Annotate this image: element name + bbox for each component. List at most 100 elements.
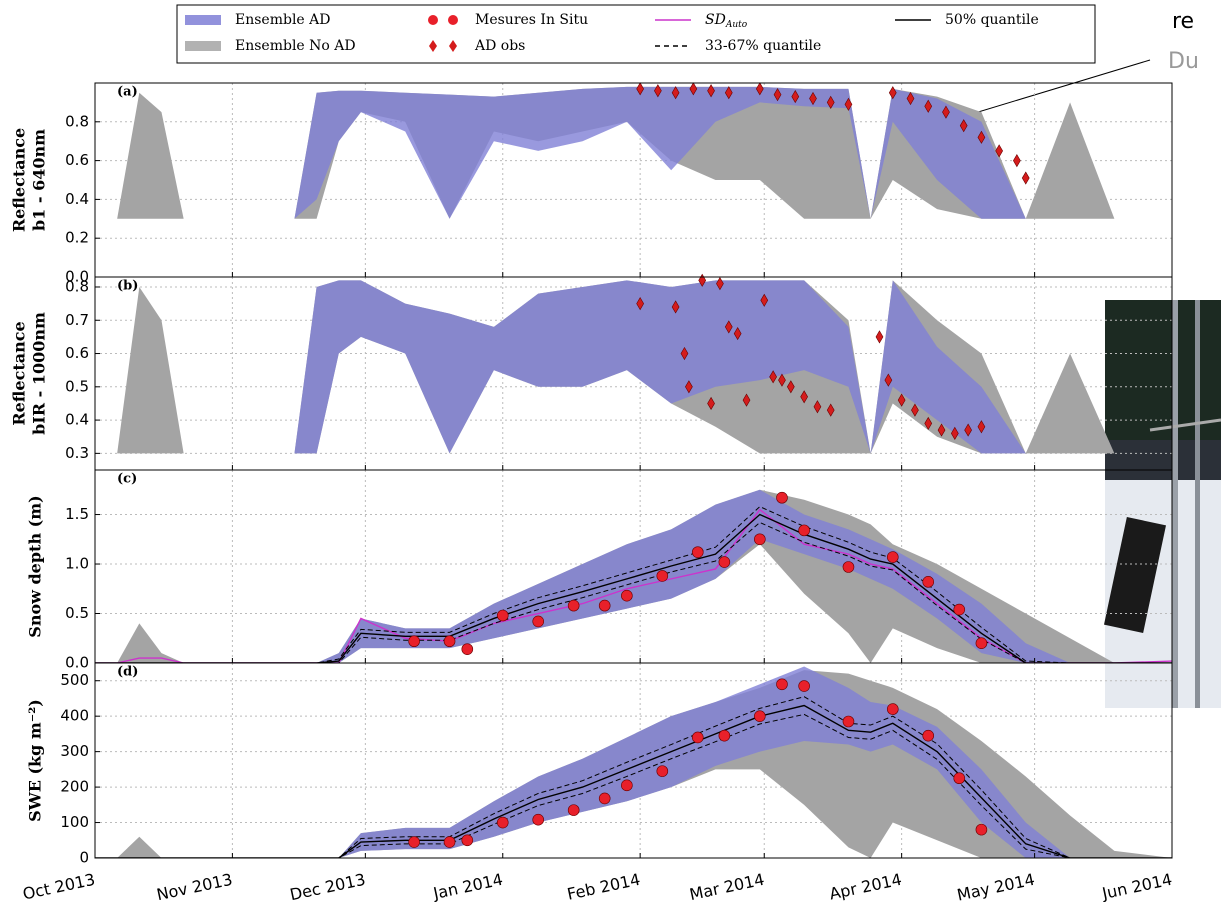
obs-marker <box>1013 155 1020 167</box>
obs-marker <box>976 638 987 649</box>
photo <box>1104 300 1221 708</box>
obs-marker <box>719 557 730 568</box>
y-tick-label: 100 <box>60 813 89 831</box>
obs-marker <box>657 570 668 581</box>
legend-marker <box>448 15 458 25</box>
legend-marker <box>428 15 438 25</box>
obs-marker <box>621 780 632 791</box>
x-tick-label: May 2014 <box>955 870 1036 902</box>
y-tick-label: 0.4 <box>65 190 89 208</box>
figure: re Du Ensemble AD Ensemble No AD Mesures I… <box>0 0 1221 902</box>
y-tick-label: 0.6 <box>65 344 89 362</box>
x-tick-label: Nov 2013 <box>155 870 234 902</box>
y-axis-label: SWE (kg m⁻²) <box>26 699 45 822</box>
y-tick-label: 0.6 <box>65 151 89 169</box>
plot-area <box>95 663 1172 858</box>
obs-marker <box>692 732 703 743</box>
y-tick-label: 0.5 <box>65 604 89 622</box>
legend-patch <box>185 41 221 51</box>
obs-marker <box>568 805 579 816</box>
plot-area <box>95 470 1172 663</box>
legend-label: 33-67% quantile <box>705 38 821 54</box>
legend: Ensemble AD Ensemble No AD Mesures In Situ… <box>177 5 1095 63</box>
obs-marker <box>533 616 544 627</box>
y-tick-label: 400 <box>60 707 89 725</box>
y-tick-label: 500 <box>60 671 89 689</box>
obs-marker <box>1022 172 1029 184</box>
y-tick-label: 0.5 <box>65 377 89 395</box>
obs-marker <box>497 817 508 828</box>
obs-marker <box>657 766 668 777</box>
obs-marker <box>843 561 854 572</box>
obs-marker <box>954 604 965 615</box>
legend-label-sub: Auto <box>725 20 748 30</box>
obs-marker <box>799 681 810 692</box>
y-tick-label: 0.2 <box>65 229 89 247</box>
legend-label-main: SD <box>705 12 726 28</box>
obs-marker <box>462 835 473 846</box>
legend-label: Mesures In Situ <box>475 12 588 28</box>
legend-label: Ensemble No AD <box>235 38 356 54</box>
obs-marker <box>799 525 810 536</box>
obs-marker <box>444 837 455 848</box>
obs-marker <box>409 636 420 647</box>
plot-area <box>95 277 1172 470</box>
obs-marker <box>444 636 455 647</box>
obs-marker <box>599 793 610 804</box>
panel-label: (b) <box>117 279 138 294</box>
obs-marker <box>719 730 730 741</box>
y-tick-label: 0.7 <box>65 311 89 329</box>
obs-marker <box>843 716 854 727</box>
panel-label: (a) <box>117 85 138 100</box>
panel: 0.00.51.01.5(c)Snow depth (m) <box>26 470 1173 672</box>
y-tick-label: 200 <box>60 778 89 796</box>
x-tick-label: Jun 2014 <box>1100 870 1174 902</box>
y-tick-label: 0.3 <box>65 444 89 462</box>
obs-marker <box>923 576 934 587</box>
x-tick-label: Dec 2013 <box>288 870 367 902</box>
obs-marker <box>887 704 898 715</box>
slide-text: Du <box>1168 49 1199 74</box>
x-tick-label: Feb 2014 <box>565 870 641 902</box>
obs-marker <box>754 711 765 722</box>
y-tick-label: 0.8 <box>65 277 89 295</box>
obs-marker <box>692 547 703 558</box>
obs-marker <box>621 590 632 601</box>
y-axis-label: Reflectance <box>10 321 29 425</box>
x-tick-label: Apr 2014 <box>828 870 904 902</box>
obs-marker <box>776 679 787 690</box>
plot-area <box>95 83 1172 277</box>
y-axis-label: bIR - 1000nm <box>30 312 49 435</box>
page: re Du Ensemble AD Ensemble No AD Mesures I… <box>0 0 1221 902</box>
legend-patch <box>185 15 221 25</box>
obs-marker <box>887 552 898 563</box>
panel: 0 100 200 300 400 500 Oct 2013 Nov 2013 Dec 2013… <box>21 663 1174 902</box>
y-tick-label: 0.0 <box>65 654 89 672</box>
obs-marker <box>533 814 544 825</box>
obs-marker <box>599 600 610 611</box>
x-tick-label: Oct 2013 <box>21 870 97 902</box>
y-tick-label: 0.8 <box>65 112 89 130</box>
y-axis-label: Reflectance <box>10 128 29 232</box>
legend-label: Ensemble AD <box>235 12 331 28</box>
legend-label: 50% quantile <box>945 12 1039 28</box>
obs-marker <box>954 773 965 784</box>
y-tick-label: 0.4 <box>65 411 89 429</box>
slide-text: re <box>1172 9 1194 34</box>
obs-marker <box>776 492 787 503</box>
obs-marker <box>409 837 420 848</box>
obs-marker <box>462 644 473 655</box>
obs-marker <box>976 824 987 835</box>
panel-label: (c) <box>117 472 137 487</box>
obs-marker <box>497 610 508 621</box>
panel-label: (d) <box>117 665 138 680</box>
y-axis-label: Snow depth (m) <box>26 495 45 637</box>
obs-marker <box>568 600 579 611</box>
legend-label: AD obs <box>474 38 525 54</box>
ensemble-band <box>95 667 1172 858</box>
y-tick-label: 0 <box>79 849 89 867</box>
y-tick-label: 300 <box>60 742 89 760</box>
obs-marker <box>876 331 883 343</box>
